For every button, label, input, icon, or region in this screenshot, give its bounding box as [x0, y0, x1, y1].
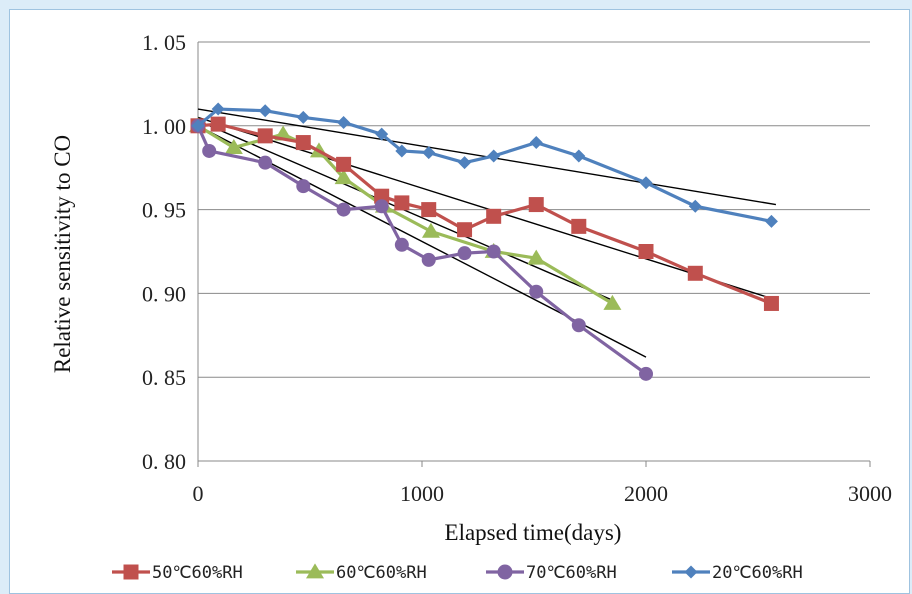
- trendline: [197, 116, 772, 300]
- data-point: [687, 265, 703, 281]
- x-tick-label: 2000: [624, 481, 668, 506]
- trendlines: [197, 108, 777, 358]
- series-circle: [191, 118, 653, 381]
- data-point: [688, 199, 702, 213]
- data-point: [336, 156, 352, 172]
- data-point: [763, 295, 779, 311]
- data-point: [211, 102, 225, 116]
- data-point: [334, 169, 353, 185]
- x-axis-title: Elapsed time(days): [445, 520, 622, 545]
- data-point: [375, 127, 389, 141]
- chart-frame: [9, 9, 910, 594]
- data-point: [487, 149, 501, 163]
- legend-marker: [497, 564, 513, 580]
- series-line: [197, 122, 773, 305]
- x-tick-label: 0: [193, 481, 204, 506]
- legend-item: 20℃60%RH: [672, 563, 803, 583]
- data-point: [603, 294, 622, 310]
- trendline: [197, 120, 613, 301]
- legend-item: 60℃60%RH: [296, 563, 427, 583]
- data-point: [528, 197, 544, 213]
- legend-item: 50℃60%RH: [112, 563, 243, 583]
- data-point: [224, 138, 243, 154]
- y-tick-label: 0. 80: [142, 449, 186, 474]
- data-point: [374, 188, 390, 204]
- legend-label: 20℃60%RH: [712, 563, 803, 583]
- data-point: [374, 199, 389, 214]
- x-axis-ticks: 0 1000 2000 3000: [193, 461, 892, 506]
- legend-label: 50℃60%RH: [152, 563, 243, 583]
- data-point: [571, 218, 587, 234]
- data-point: [572, 149, 586, 163]
- data-point: [639, 176, 653, 190]
- data-series: [189, 102, 779, 381]
- data-point: [336, 202, 351, 217]
- data-point: [458, 156, 472, 170]
- data-point: [296, 179, 311, 194]
- data-point: [764, 214, 778, 228]
- legend: 50℃60%RH 60℃60%RH 70℃60%RH 20℃60%RH: [112, 563, 803, 583]
- data-point: [571, 318, 586, 333]
- data-point: [529, 136, 543, 150]
- data-point: [337, 115, 351, 129]
- data-point: [486, 208, 502, 224]
- legend-marker: [306, 563, 324, 579]
- data-point: [638, 244, 654, 259]
- data-point: [210, 116, 226, 132]
- data-point: [202, 143, 217, 158]
- legend-item: 70℃60%RH: [486, 563, 617, 583]
- data-point: [639, 366, 653, 381]
- x-tick-label: 1000: [400, 481, 444, 506]
- x-tick-label: 3000: [848, 481, 892, 506]
- data-point: [529, 284, 544, 299]
- data-point: [457, 222, 473, 238]
- data-point: [394, 195, 410, 211]
- data-point: [257, 128, 273, 144]
- y-axis-ticks: 0. 80 0. 85 0. 90 0. 95 1. 00 1. 05: [142, 30, 186, 474]
- y-axis-title: Relative sensitivity to CO: [50, 135, 75, 373]
- data-point: [421, 252, 436, 267]
- gridlines: [197, 41, 870, 462]
- y-tick-label: 1. 00: [142, 114, 186, 139]
- data-point: [486, 244, 501, 259]
- data-point: [457, 246, 472, 261]
- data-point: [421, 202, 437, 218]
- legend-label: 60℃60%RH: [336, 563, 427, 583]
- data-point: [258, 104, 272, 118]
- data-point: [527, 249, 546, 265]
- y-tick-label: 1. 05: [142, 30, 186, 55]
- data-point: [258, 155, 273, 170]
- data-point: [296, 110, 310, 124]
- data-point: [191, 119, 205, 133]
- data-point: [422, 146, 436, 160]
- data-point: [395, 144, 409, 158]
- series-square: [190, 116, 779, 311]
- data-point: [421, 222, 440, 238]
- legend-marker: [684, 565, 698, 579]
- legend-label: 70℃60%RH: [526, 563, 617, 583]
- data-point: [295, 135, 311, 151]
- y-tick-label: 0. 95: [142, 198, 186, 223]
- y-tick-label: 0. 85: [142, 365, 186, 390]
- series-diamond: [191, 102, 778, 228]
- data-point: [394, 237, 409, 252]
- legend-marker: [123, 564, 139, 580]
- y-tick-label: 0. 90: [142, 281, 186, 306]
